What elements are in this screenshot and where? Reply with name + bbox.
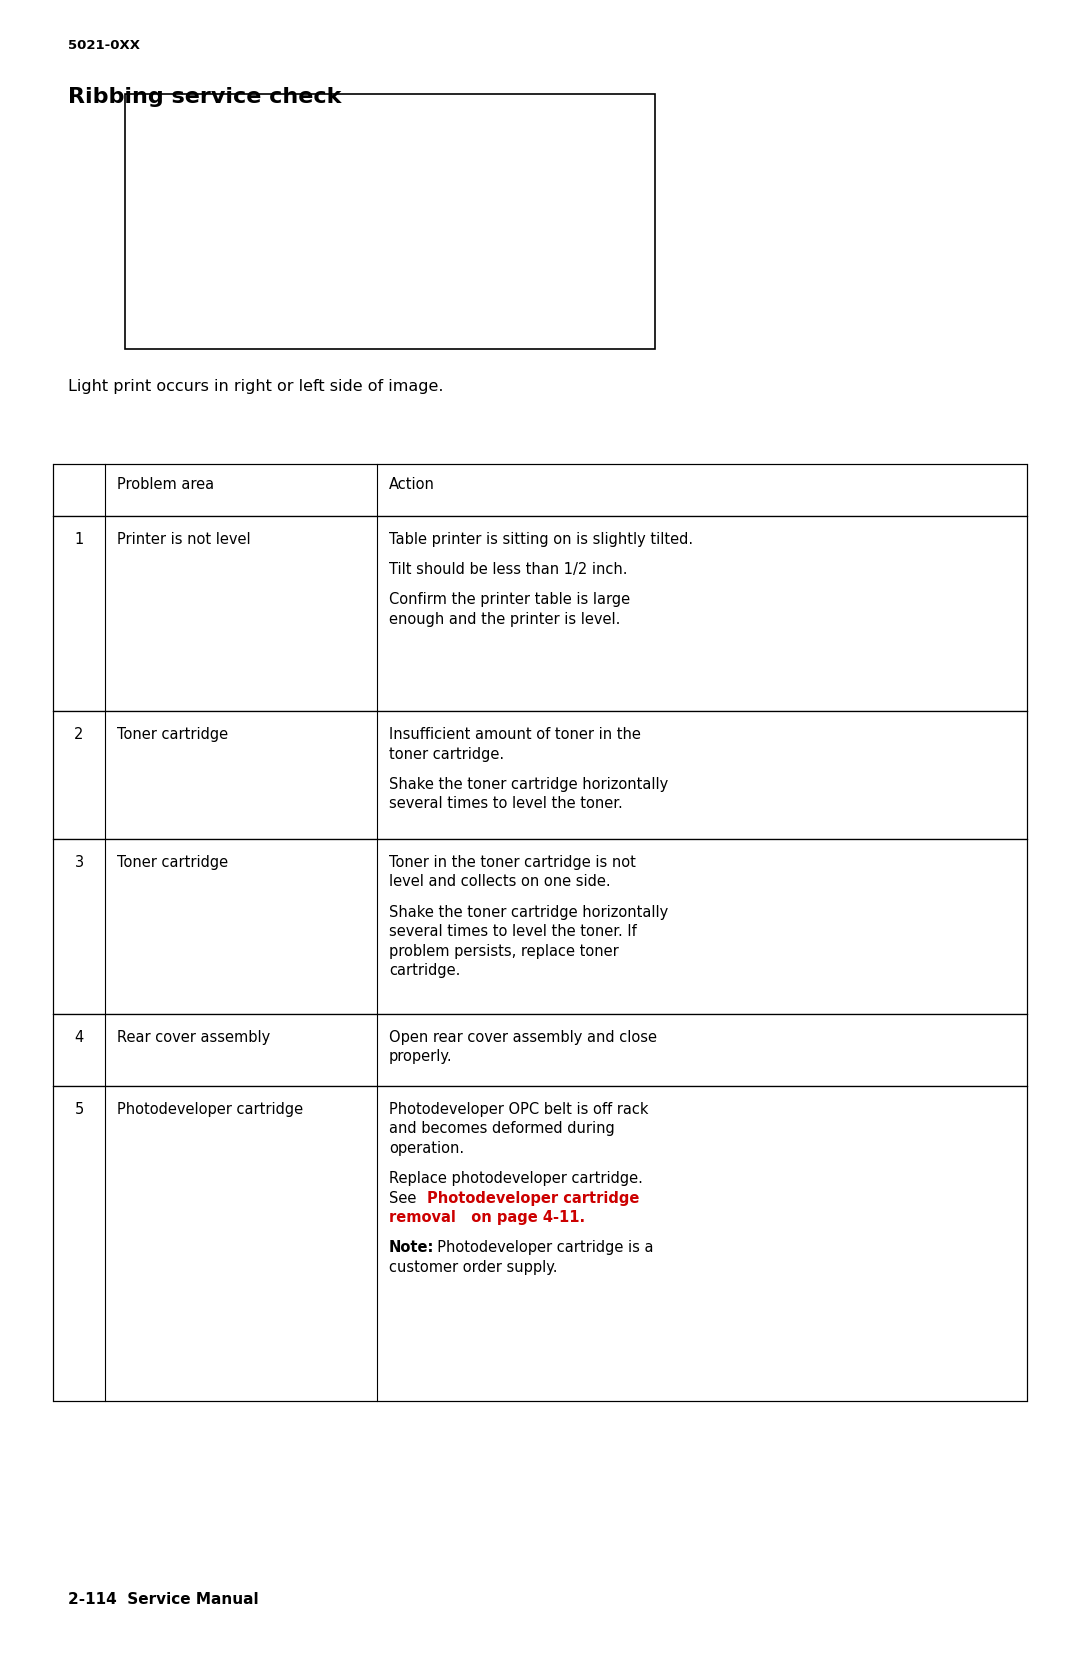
Text: Toner in the toner cartridge is not: Toner in the toner cartridge is not: [389, 855, 636, 870]
Text: Shake the toner cartridge horizontally: Shake the toner cartridge horizontally: [389, 776, 669, 791]
Text: Note:: Note:: [389, 1240, 434, 1255]
Text: Photodeveloper cartridge: Photodeveloper cartridge: [117, 1102, 303, 1117]
Text: Problem area: Problem area: [117, 477, 214, 492]
Bar: [53, 840, 1027, 1015]
Text: toner cartridge.: toner cartridge.: [389, 746, 504, 761]
Text: Tilt should be less than 1/2 inch.: Tilt should be less than 1/2 inch.: [389, 562, 627, 577]
Text: 2: 2: [75, 728, 83, 743]
Text: several times to level the toner. If: several times to level the toner. If: [389, 925, 637, 940]
Bar: [53, 1087, 1027, 1400]
Bar: [125, 93, 654, 349]
Bar: [53, 711, 1027, 840]
Text: Open rear cover assembly and close: Open rear cover assembly and close: [389, 1030, 657, 1045]
Text: cartridge.: cartridge.: [389, 963, 460, 978]
Text: Rear cover assembly: Rear cover assembly: [117, 1030, 270, 1045]
Text: Confirm the printer table is large: Confirm the printer table is large: [389, 592, 630, 608]
Text: 1: 1: [75, 532, 83, 547]
Text: properly.: properly.: [389, 1050, 453, 1065]
Text: Toner cartridge: Toner cartridge: [117, 728, 228, 743]
Text: Photodeveloper OPC belt is off rack: Photodeveloper OPC belt is off rack: [389, 1102, 648, 1117]
Text: operation.: operation.: [389, 1142, 464, 1157]
Text: several times to level the toner.: several times to level the toner.: [389, 796, 623, 811]
Text: Toner cartridge: Toner cartridge: [117, 855, 228, 870]
Text: 3: 3: [75, 855, 83, 870]
Bar: [53, 1015, 1027, 1087]
Bar: [53, 464, 1027, 516]
Text: and becomes deformed during: and becomes deformed during: [389, 1122, 615, 1137]
Text: customer order supply.: customer order supply.: [389, 1260, 557, 1275]
Text: enough and the printer is level.: enough and the printer is level.: [389, 613, 620, 628]
Text: See: See: [389, 1190, 426, 1205]
Text: removal   on page 4-11.: removal on page 4-11.: [389, 1210, 585, 1225]
Text: Printer is not level: Printer is not level: [117, 532, 251, 547]
Text: Photodeveloper cartridge: Photodeveloper cartridge: [427, 1190, 639, 1205]
Text: Replace photodeveloper cartridge.: Replace photodeveloper cartridge.: [389, 1172, 643, 1187]
Text: Shake the toner cartridge horizontally: Shake the toner cartridge horizontally: [389, 905, 669, 920]
Text: Ribbing service check: Ribbing service check: [68, 87, 341, 107]
Text: Photodeveloper cartridge is a: Photodeveloper cartridge is a: [428, 1240, 653, 1255]
Text: Table printer is sitting on is slightly tilted.: Table printer is sitting on is slightly …: [389, 532, 693, 547]
Text: 4: 4: [75, 1030, 83, 1045]
Text: Light print occurs in right or left side of image.: Light print occurs in right or left side…: [68, 379, 444, 394]
Text: 2-114  Service Manual: 2-114 Service Manual: [68, 1592, 258, 1607]
Text: Insufficient amount of toner in the: Insufficient amount of toner in the: [389, 728, 640, 743]
Text: 5: 5: [75, 1102, 83, 1117]
Bar: [53, 516, 1027, 711]
Text: Action: Action: [389, 477, 435, 492]
Text: 5021-0XX: 5021-0XX: [68, 38, 140, 52]
Text: problem persists, replace toner: problem persists, replace toner: [389, 943, 619, 958]
Text: level and collects on one side.: level and collects on one side.: [389, 875, 610, 890]
